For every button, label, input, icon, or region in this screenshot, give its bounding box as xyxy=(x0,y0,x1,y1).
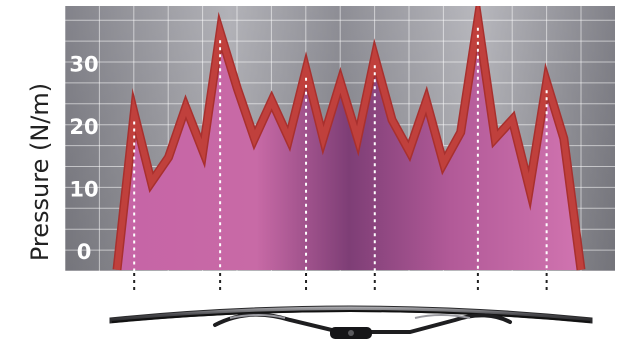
data-point xyxy=(561,136,566,141)
wiper-blade-rubber xyxy=(111,310,591,323)
data-point xyxy=(458,130,463,135)
data-point xyxy=(527,186,532,191)
data-point xyxy=(149,180,154,185)
data-point xyxy=(355,136,360,141)
y-tick-label: 30 xyxy=(69,53,98,77)
y-tick-label: 10 xyxy=(69,178,98,202)
data-point xyxy=(338,80,343,85)
data-point xyxy=(493,136,498,141)
data-point xyxy=(372,55,377,60)
data-area-layer xyxy=(112,6,586,271)
y-tick-labels: 0 10 20 30 xyxy=(69,53,98,265)
y-axis-label: Pressure (N/m) xyxy=(26,83,54,261)
data-point xyxy=(286,136,291,141)
wiper-blade-strip xyxy=(109,305,593,324)
data-point xyxy=(407,149,412,153)
data-point xyxy=(441,161,446,166)
data-point xyxy=(132,111,137,116)
data-point xyxy=(269,99,274,103)
data-point xyxy=(544,80,549,85)
wiper-frame-highlight xyxy=(229,314,471,319)
data-point xyxy=(389,117,394,122)
dotted-marker-layer xyxy=(133,27,548,292)
data-point xyxy=(235,86,240,91)
data-point xyxy=(304,67,309,72)
wiper-connector-bolt xyxy=(348,330,354,336)
data-point xyxy=(166,155,171,160)
data-point xyxy=(510,117,515,122)
data-point xyxy=(200,149,205,153)
data-point xyxy=(218,30,223,35)
data-point xyxy=(183,105,188,110)
wiper-blade-illustration xyxy=(109,305,593,339)
data-point xyxy=(321,136,326,141)
series-line xyxy=(114,6,584,271)
y-tick-label: 0 xyxy=(77,240,92,264)
y-tick-label: 20 xyxy=(69,115,98,139)
data-point xyxy=(475,17,480,22)
data-point xyxy=(252,136,257,141)
data-point xyxy=(424,99,429,103)
